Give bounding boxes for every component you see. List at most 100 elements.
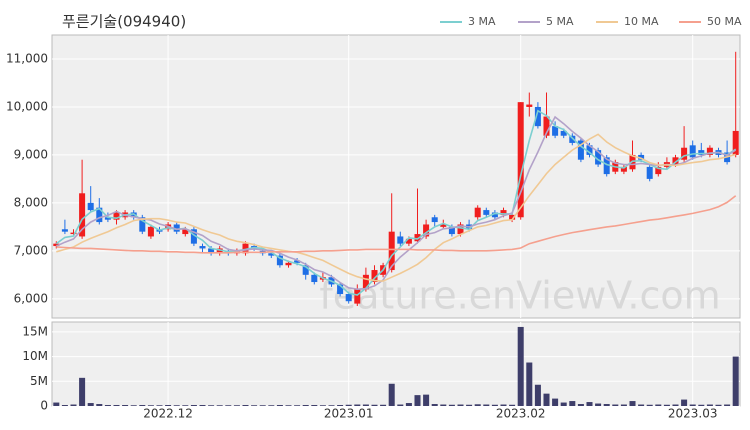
volume-bar <box>483 404 490 406</box>
candle-body <box>61 229 68 232</box>
candle-body <box>689 145 696 158</box>
candle-body <box>362 274 369 290</box>
candle-body <box>560 130 567 136</box>
candle-body <box>586 145 593 155</box>
candle-body <box>681 147 688 160</box>
legend-label: 3 MA <box>468 15 496 28</box>
candle-body <box>216 248 223 254</box>
volume-bar <box>276 405 283 406</box>
candle-body <box>388 231 395 271</box>
volume-bar <box>294 405 301 406</box>
volume-bar <box>569 401 576 406</box>
volume-bar <box>337 405 344 406</box>
volume-bar <box>87 403 94 406</box>
volume-bar <box>655 404 662 406</box>
candle-body <box>242 243 249 254</box>
volume-bar <box>517 326 524 406</box>
legend-label: 10 MA <box>624 15 659 28</box>
volume-bar <box>552 398 559 406</box>
volume-bar <box>586 402 593 406</box>
volume-bar <box>405 403 412 406</box>
candle-body <box>147 226 154 237</box>
volume-bar <box>560 402 567 406</box>
volume-bar <box>526 362 533 406</box>
y-tick-label: 10M <box>22 349 48 363</box>
volume-bar <box>603 404 610 406</box>
candle-body <box>491 212 498 218</box>
volume-bar <box>474 404 481 406</box>
volume-bar <box>199 405 206 406</box>
volume-bar <box>113 405 120 406</box>
volume-bar <box>509 404 516 406</box>
candle-body <box>474 207 481 218</box>
candle-body <box>526 104 533 107</box>
candle-body <box>139 217 146 232</box>
candle-body <box>182 229 189 235</box>
volume-bar <box>534 384 541 406</box>
volume-bar <box>147 405 154 406</box>
volume-bar <box>268 405 275 406</box>
volume-bar <box>448 404 455 406</box>
volume-bar <box>259 405 266 406</box>
candle-body <box>96 207 103 223</box>
y-tick-label: 8,000 <box>14 195 48 209</box>
x-tick-label: 2023.03 <box>668 407 718 421</box>
price-panel <box>51 34 741 319</box>
candle-body <box>87 202 94 211</box>
volume-bar <box>122 405 129 406</box>
volume-bar <box>595 403 602 406</box>
y-tick-label: 5M <box>30 374 48 388</box>
volume-bar <box>491 404 498 406</box>
volume-bar <box>724 404 731 406</box>
volume-bar <box>354 404 361 406</box>
candle-body <box>104 217 111 220</box>
y-tick-label: 10,000 <box>6 99 48 113</box>
volume-bar <box>302 405 309 406</box>
volume-bar <box>423 394 430 406</box>
volume-bar <box>216 405 223 406</box>
candle-body <box>595 150 602 165</box>
volume-bar <box>466 404 473 406</box>
volume-bar <box>70 404 77 406</box>
volume-bar <box>328 405 335 406</box>
candle-body <box>440 224 447 227</box>
candle-body <box>706 147 713 155</box>
candle-body <box>500 210 507 215</box>
volume-bar <box>130 405 137 406</box>
volume-bar <box>61 405 68 406</box>
candle-body <box>285 262 292 266</box>
volume-bar <box>182 405 189 406</box>
volume-bar <box>681 399 688 406</box>
candle-body <box>414 234 421 242</box>
volume-bar <box>173 405 180 406</box>
volume-bar <box>311 405 318 406</box>
candle-body <box>294 260 301 263</box>
candle-body <box>311 274 318 283</box>
volume-bar <box>53 402 60 406</box>
candle-body <box>53 243 60 247</box>
candle-body <box>672 157 679 165</box>
candle-body <box>345 294 352 302</box>
volume-bar <box>543 393 550 406</box>
chart-title: 푸른기술(094940) <box>62 13 186 31</box>
volume-bar <box>156 405 163 406</box>
candle-body <box>552 126 559 136</box>
candle-body <box>173 224 180 232</box>
volume-bar <box>457 404 464 406</box>
candle-body <box>190 229 197 244</box>
volume-bar <box>362 404 369 406</box>
volume-bar <box>225 405 232 406</box>
volume-bar <box>646 404 653 406</box>
candle-body <box>337 284 344 295</box>
volume-bar <box>500 404 507 406</box>
legend-label: 5 MA <box>546 15 574 28</box>
volume-bar <box>732 356 739 406</box>
volume-bar <box>689 404 696 406</box>
volume-bar <box>345 404 352 406</box>
y-tick-label: 9,000 <box>14 147 48 161</box>
volume-bar <box>190 405 197 406</box>
candle-body <box>509 214 516 220</box>
candle-body <box>431 217 438 223</box>
x-tick-label: 2023.01 <box>324 407 374 421</box>
candle-body <box>276 255 283 266</box>
